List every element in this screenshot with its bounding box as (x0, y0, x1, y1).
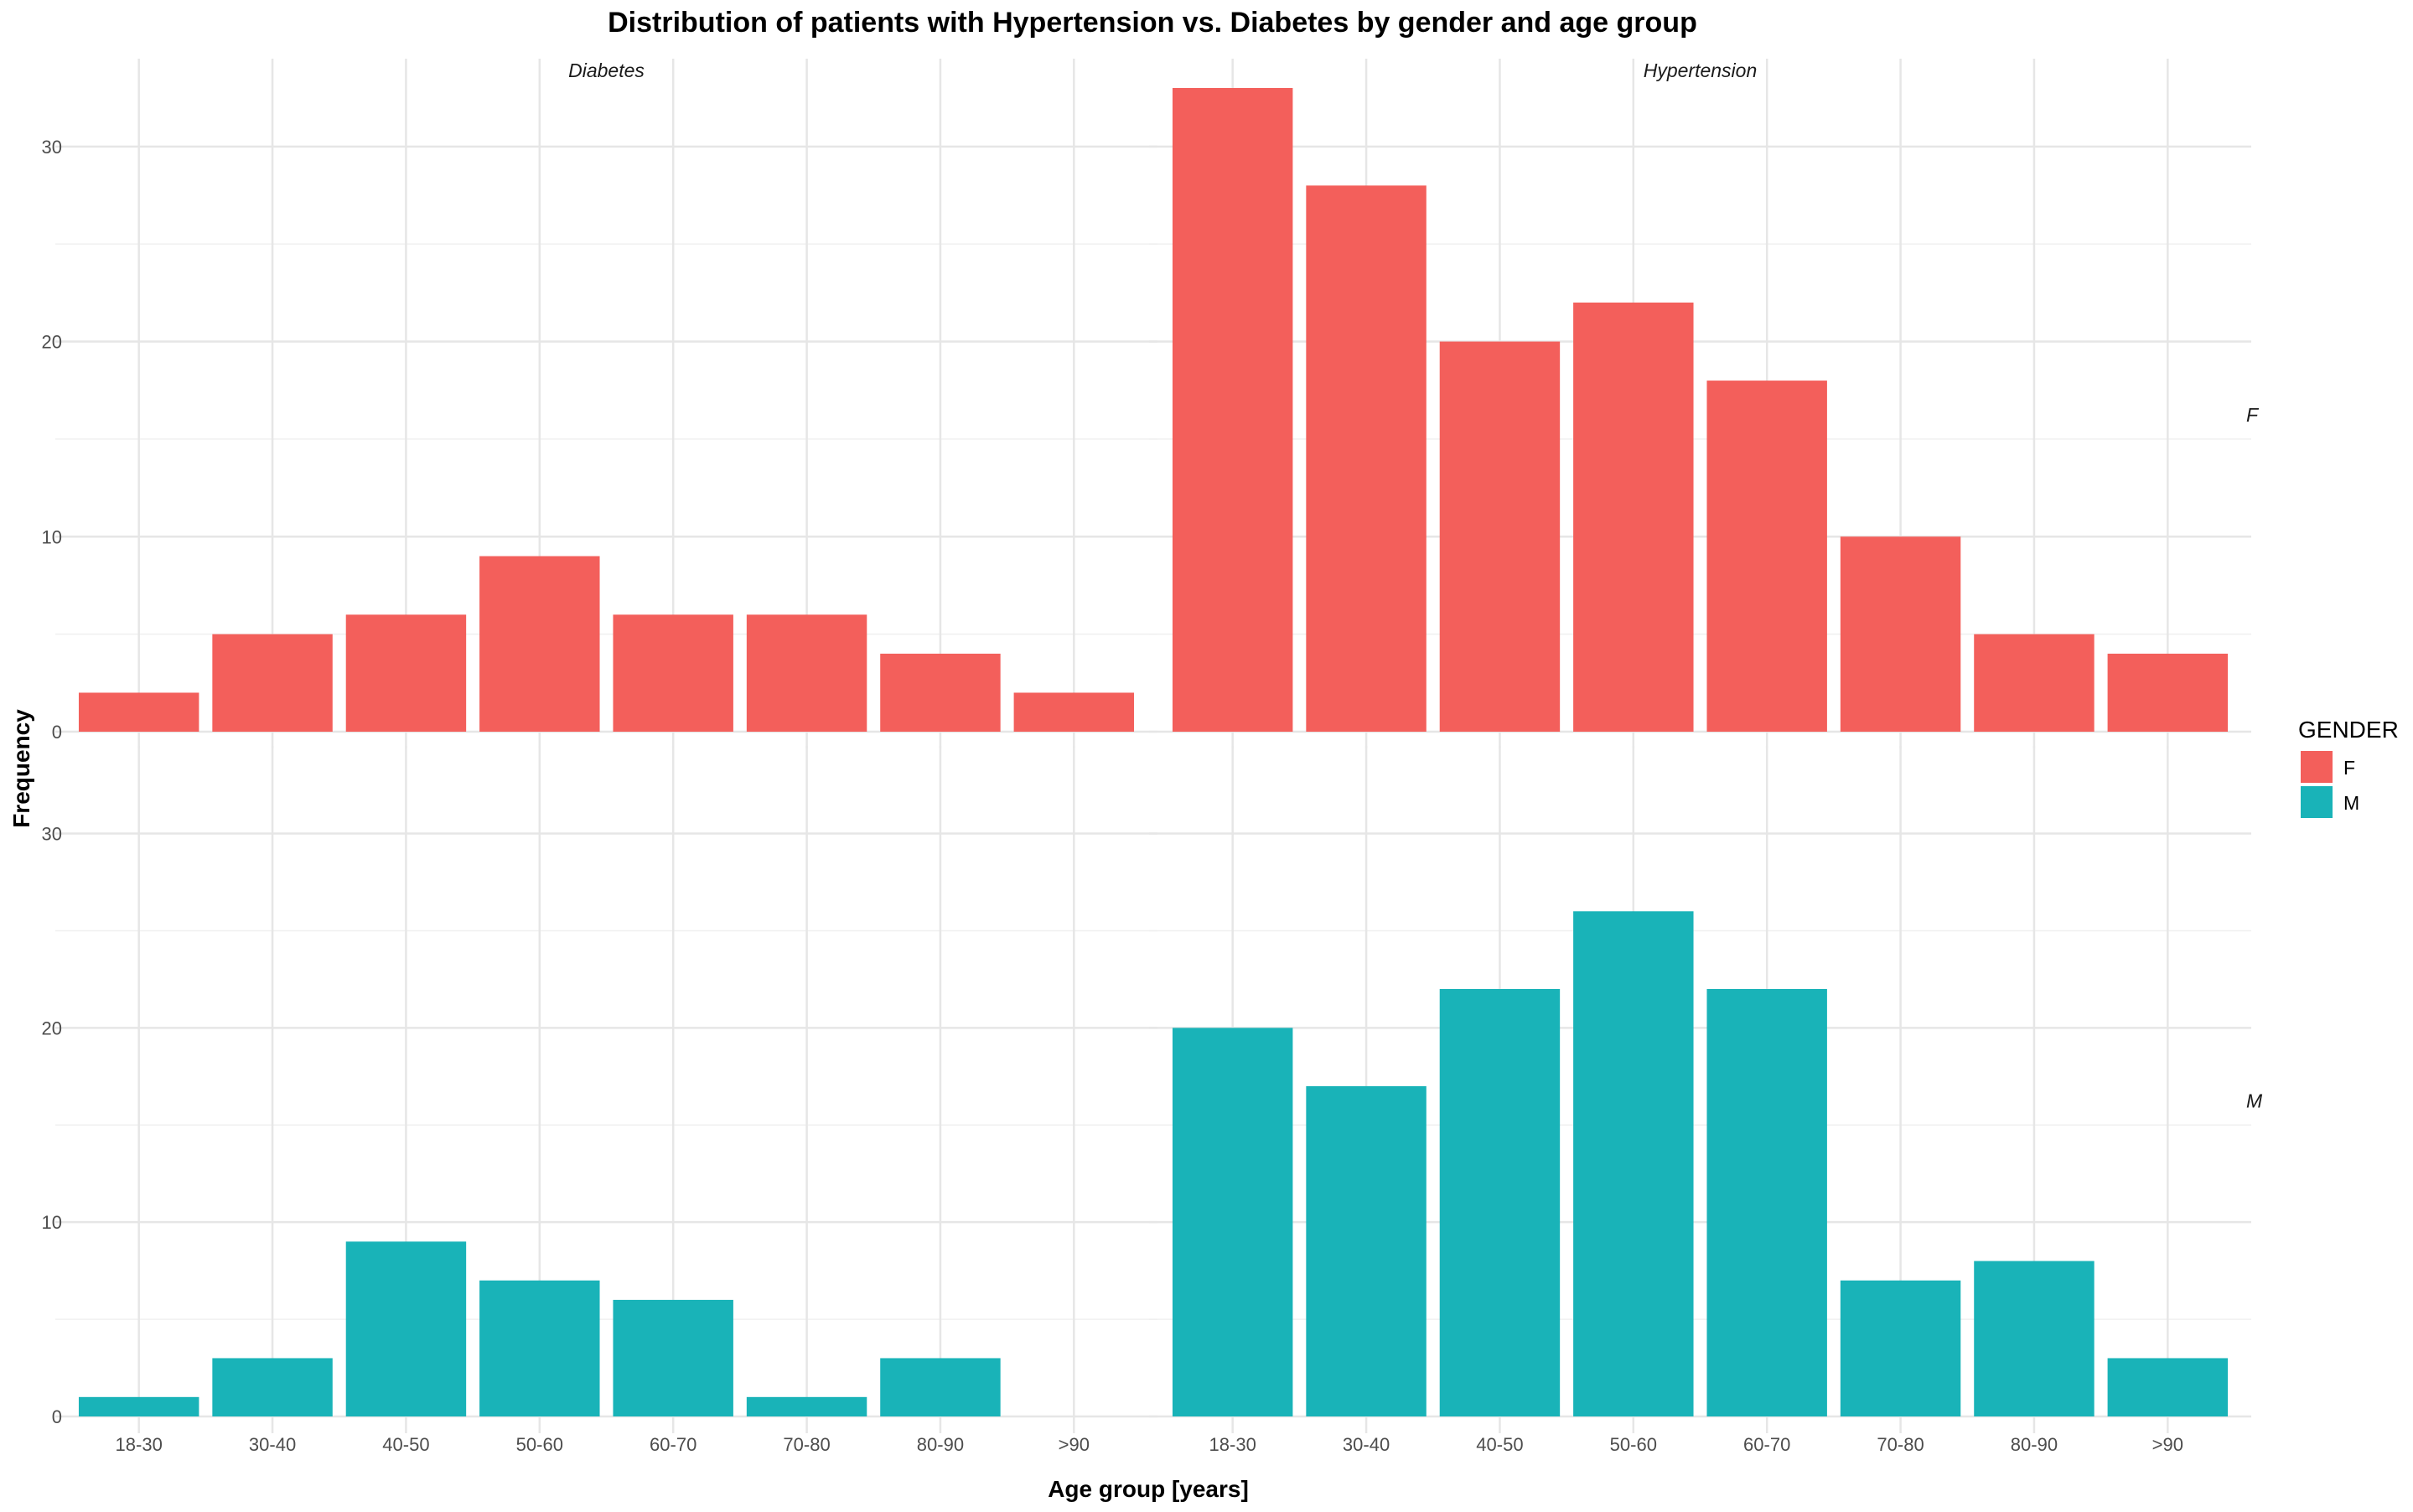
x-tick-label: 30-40 (249, 1434, 296, 1455)
bar-hypertension-f-6 (1974, 634, 2095, 732)
bar-hypertension-m-2 (1439, 989, 1561, 1416)
x-tick-label: >90 (1059, 1434, 1090, 1455)
y-tick-label: 0 (52, 1406, 62, 1427)
y-tick-label: 30 (42, 824, 62, 845)
x-tick-label: 50-60 (516, 1434, 563, 1455)
bar-hypertension-m-7 (2107, 1358, 2229, 1416)
bar-diabetes-f-3 (479, 556, 600, 732)
legend-label-f: F (2343, 757, 2355, 779)
bar-diabetes-m-5 (746, 1396, 867, 1416)
x-tick-label: 50-60 (1610, 1434, 1657, 1455)
bar-diabetes-m-3 (479, 1280, 600, 1416)
x-tick-label: 70-80 (1877, 1434, 1924, 1455)
bar-hypertension-m-6 (1974, 1261, 2095, 1416)
bar-hypertension-f-0 (1172, 88, 1293, 732)
x-tick-label: 80-90 (917, 1434, 964, 1455)
y-tick-label: 30 (42, 137, 62, 158)
x-tick-label: 80-90 (2011, 1434, 2058, 1455)
bar-diabetes-f-0 (78, 692, 199, 732)
x-tick-label: 70-80 (783, 1434, 830, 1455)
bar-diabetes-m-1 (212, 1358, 333, 1416)
bar-diabetes-f-5 (746, 614, 867, 732)
bar-hypertension-f-4 (1706, 381, 1827, 732)
bar-hypertension-m-5 (1840, 1280, 1961, 1416)
x-tick-label: 60-70 (650, 1434, 696, 1455)
bar-diabetes-m-6 (880, 1358, 1001, 1416)
plot-area: 0 10 20 30 0 10 20 30 18-30 30-40 40-50 50-60 60-70 7… (42, 59, 2251, 1455)
bar-hypertension-m-0 (1172, 1028, 1293, 1416)
x-tick-label: 40-50 (382, 1434, 429, 1455)
panel-diabetes-m: 0 10 20 30 18-30 30-40 40-50 50-60 60-70 70-80 80-… (42, 746, 1157, 1455)
x-tick-label: 30-40 (1343, 1434, 1390, 1455)
bar-hypertension-f-5 (1840, 536, 1961, 732)
y-tick-label: 20 (42, 332, 62, 353)
facet-strip-hypertension: Hypertension (1644, 60, 1758, 81)
bar-diabetes-f-6 (880, 653, 1001, 732)
legend: GENDER FM (2298, 717, 2399, 818)
x-tick-label: 60-70 (1743, 1434, 1790, 1455)
legend-swatch-f (2301, 751, 2333, 783)
y-tick-label: 0 (52, 722, 62, 743)
bar-diabetes-m-2 (345, 1241, 467, 1416)
y-axis-label: Frequency (8, 709, 34, 828)
bar-diabetes-f-7 (1013, 692, 1135, 732)
legend-title: GENDER (2298, 717, 2399, 743)
panel-hypertension-f (1149, 59, 2251, 748)
chart-title: Distribution of patients with Hypertensi… (608, 7, 1697, 39)
panel-hypertension-m: 18-30 30-40 40-50 50-60 60-70 70-80 80-90 >90 (1149, 746, 2251, 1455)
bar-diabetes-f-4 (613, 614, 733, 732)
bar-hypertension-f-7 (2107, 653, 2229, 732)
bar-diabetes-m-0 (78, 1396, 199, 1416)
x-tick-label: 18-30 (1209, 1434, 1256, 1455)
bar-hypertension-m-4 (1706, 989, 1827, 1416)
facet-strip-diabetes: Diabetes (568, 60, 645, 81)
bar-hypertension-m-3 (1573, 911, 1694, 1416)
facet-strip-f: F (2246, 404, 2260, 426)
bar-hypertension-m-1 (1306, 1085, 1427, 1416)
bar-hypertension-f-1 (1306, 185, 1427, 732)
y-tick-label: 10 (42, 1212, 62, 1233)
bar-diabetes-m-4 (613, 1299, 733, 1416)
x-axis-label: Age group [years] (1048, 1476, 1249, 1502)
bar-hypertension-f-3 (1573, 303, 1694, 732)
legend-swatch-m (2301, 786, 2333, 818)
legend-label-m: M (2343, 792, 2359, 814)
bar-diabetes-f-2 (345, 614, 467, 732)
x-tick-label: 40-50 (1476, 1434, 1523, 1455)
x-tick-label: 18-30 (116, 1434, 163, 1455)
y-tick-label: 10 (42, 526, 62, 547)
x-tick-label: >90 (2152, 1434, 2183, 1455)
y-tick-label: 20 (42, 1017, 62, 1038)
facet-strip-m: M (2246, 1090, 2263, 1112)
bar-hypertension-f-2 (1439, 341, 1561, 732)
panel-diabetes-f: 0 10 20 30 (42, 59, 1157, 748)
bar-diabetes-f-1 (212, 634, 333, 732)
